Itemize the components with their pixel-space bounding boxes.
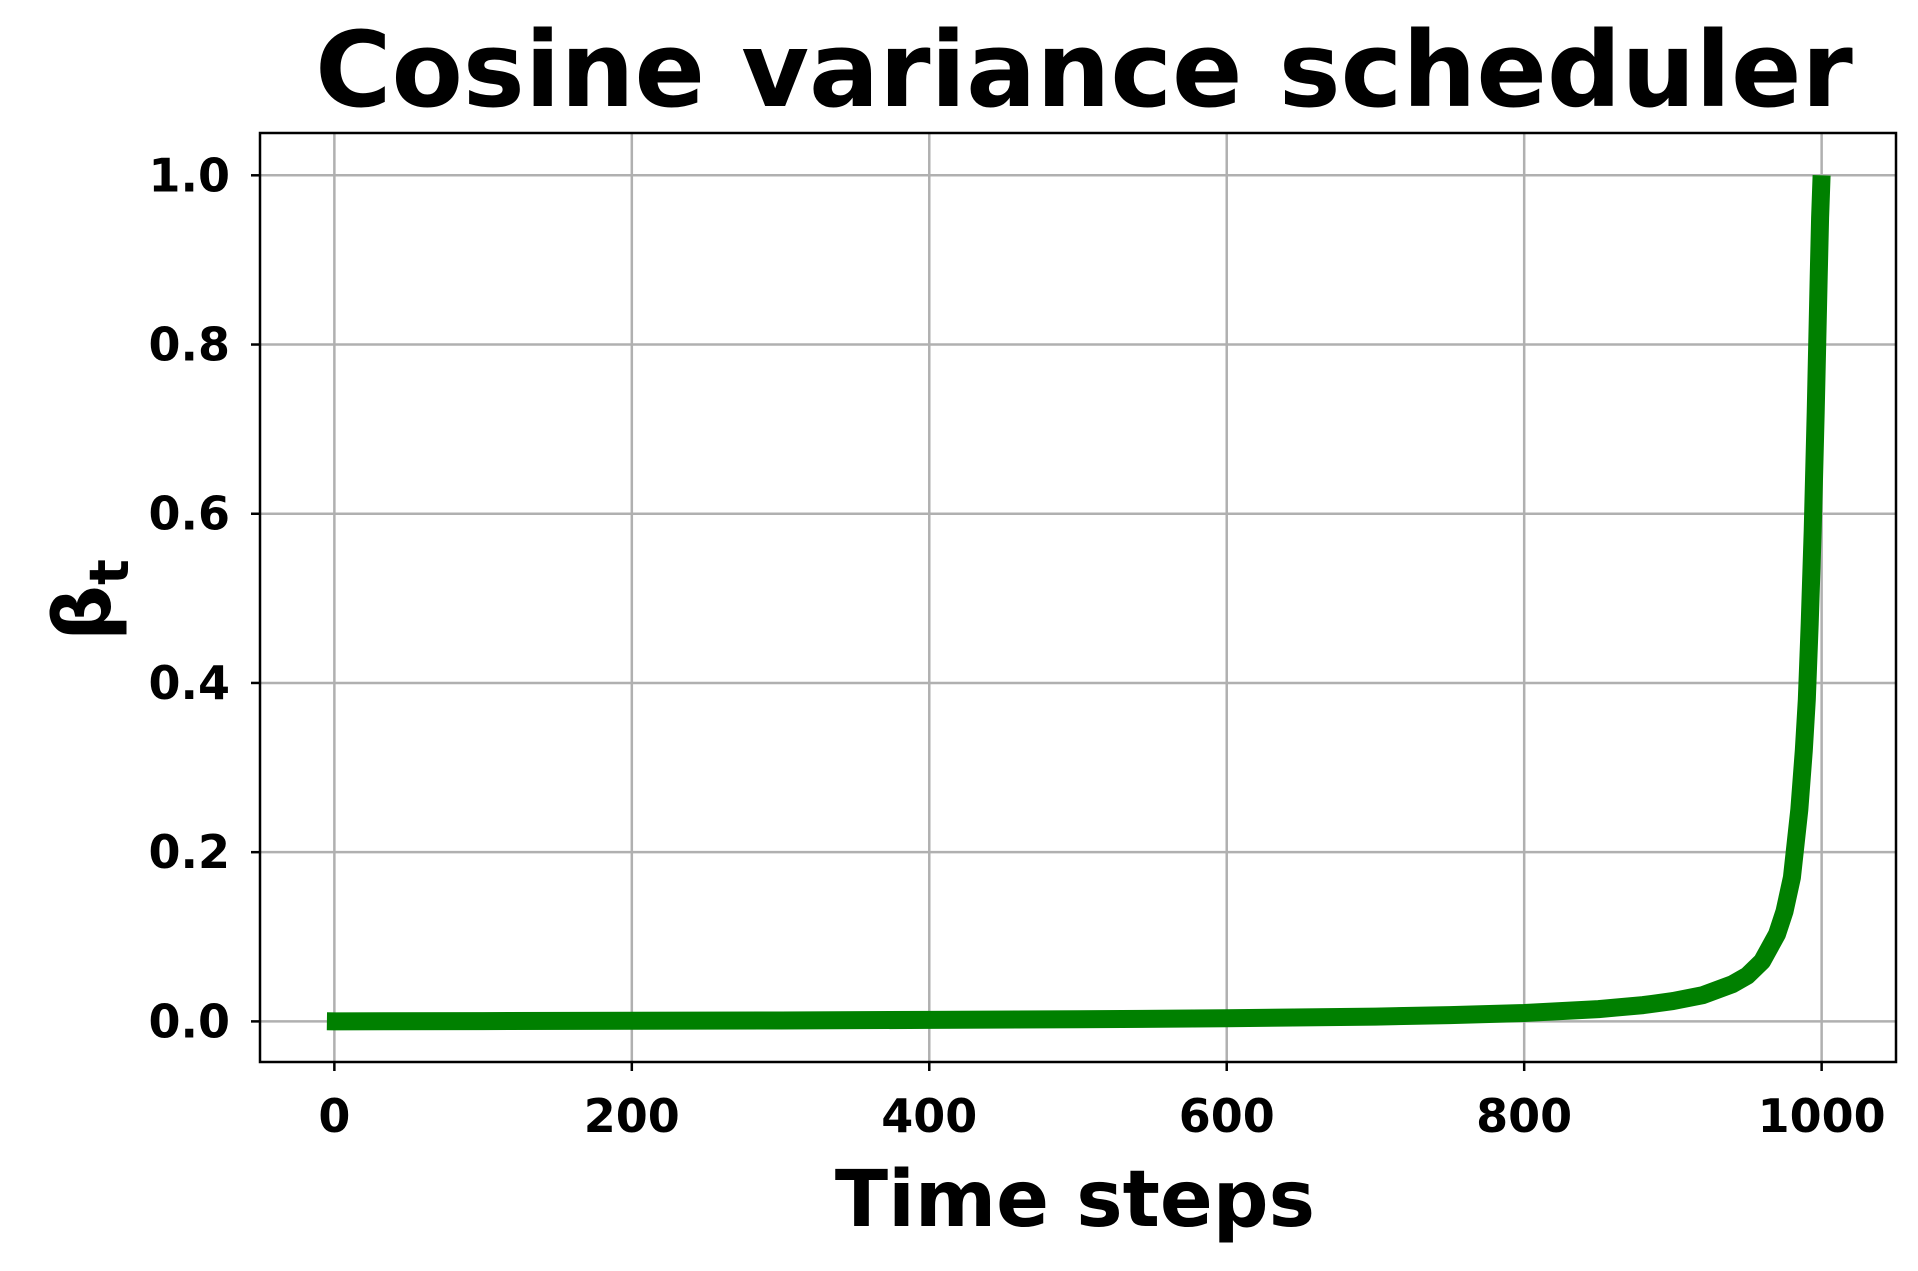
y-tick-label: 1.0 — [149, 148, 231, 202]
x-tick-label: 800 — [1476, 1089, 1572, 1143]
y-tick-label: 0.2 — [149, 825, 231, 879]
grid — [260, 133, 1896, 1062]
x-tick-label: 0 — [318, 1089, 350, 1143]
y-tick-label: 0.6 — [149, 487, 231, 541]
x-tick-label: 200 — [584, 1089, 680, 1143]
series-line — [325, 174, 1831, 1031]
y-tick-label: 0.0 — [149, 994, 231, 1048]
chart-title: Cosine variance scheduler — [315, 9, 1853, 131]
y-tick-label: 0.4 — [149, 656, 231, 710]
x-tick-label: 1000 — [1758, 1089, 1886, 1143]
y-axis-label-symbol: β — [39, 585, 129, 641]
y-axis-label-subscript: t — [78, 559, 141, 585]
y-tick-label: 0.8 — [149, 318, 231, 372]
axis-ticks: 0 200 400 600 800 1000 0.0 0.2 0.4 0.6 0.8 1.0 — [149, 148, 1886, 1143]
y-axis-label: βt — [39, 559, 141, 641]
plot-frame — [258, 131, 1898, 1064]
x-tick-label: 600 — [1179, 1089, 1275, 1143]
y-axis-label-text: βt — [39, 559, 141, 641]
x-axis-label: Time steps — [835, 1155, 1315, 1245]
x-tick-label: 400 — [881, 1089, 977, 1143]
series-layer — [325, 174, 1831, 1031]
